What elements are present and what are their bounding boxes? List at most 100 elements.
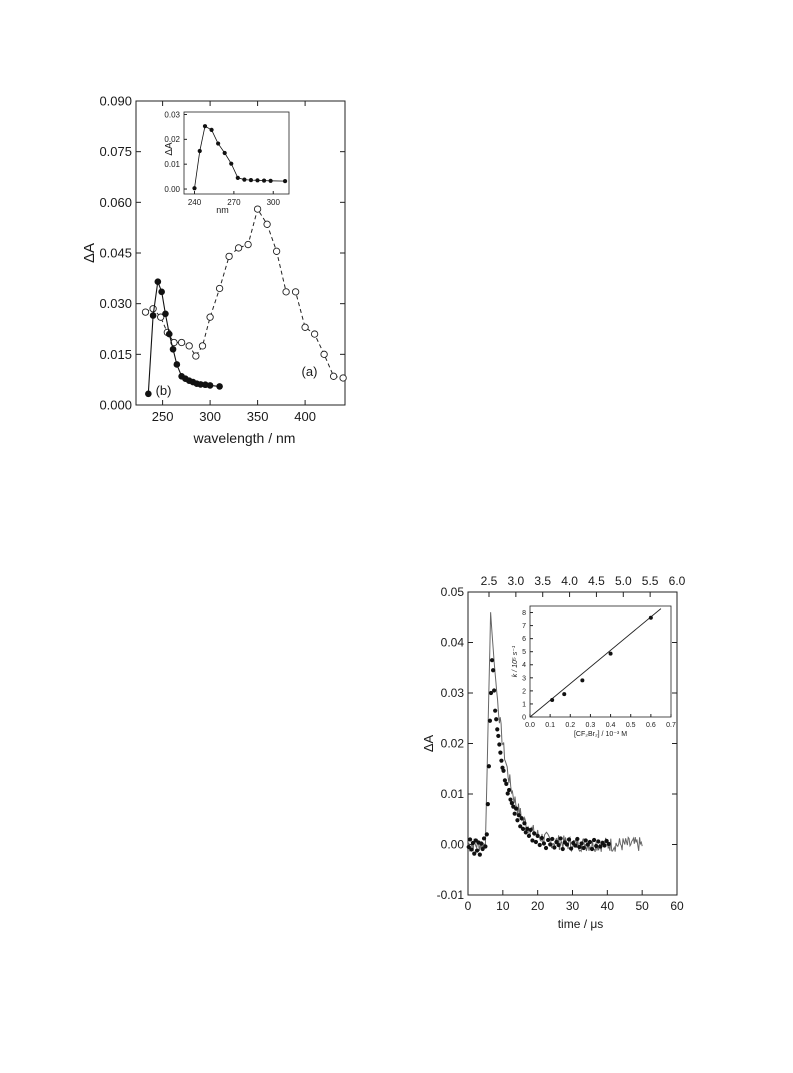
- spectrum-y-tick-label: 0.090: [99, 94, 132, 109]
- series-a-point: [215, 284, 224, 293]
- kinetics-point: [523, 830, 528, 835]
- kinetics-top-tick-label: 4.5: [588, 574, 605, 588]
- kinetics-inset-x-tick-label: 0.4: [606, 722, 616, 729]
- kinetics-point: [604, 838, 609, 844]
- spectrum-inset-point: [197, 148, 202, 154]
- spectrum-chart: 250 300 350 400 0.000 0.015 0.030 0.045 0.060 0.0…: [81, 94, 347, 446]
- spectrum-inset-point: [282, 178, 288, 184]
- spectrum-inset-point: [192, 186, 197, 191]
- kinetics-inset-x-tick-label: 0.6: [646, 722, 656, 729]
- series-b-point: [158, 288, 165, 296]
- kinetics-inset-chart: 0.0 0.1 0.2 0.3 0.4 0.5 0.6 0.7 0 1 2 3 4 5 6 7 8 [CF₂Br₂…: [512, 605, 676, 738]
- kinetics-inset-y-tick-label: 3: [522, 675, 526, 682]
- kinetics-y-tick-label: 0.00: [441, 838, 465, 852]
- kinetics-top-tick-label: 3.0: [508, 574, 525, 588]
- kinetics-point: [541, 841, 547, 846]
- kinetics-point: [587, 839, 593, 845]
- kinetics-point: [501, 768, 506, 773]
- series-a-point: [310, 330, 319, 338]
- spectrum-inset-point: [229, 161, 234, 166]
- kinetics-inset-y-tick-label: 8: [522, 610, 526, 617]
- kinetics-y-tick-label: -0.01: [437, 888, 465, 902]
- kinetics-point: [479, 841, 484, 846]
- spectrum-y-tick-label: 0.000: [99, 398, 132, 413]
- kinetics-point: [535, 833, 540, 839]
- series-b-point: [197, 381, 204, 388]
- kinetics-point: [602, 843, 607, 848]
- kinetics-point: [581, 845, 586, 851]
- kinetics-point: [496, 733, 501, 739]
- spectrum-inset-point: [248, 177, 254, 183]
- spectrum-inset-x-tick-label: 240: [188, 198, 202, 207]
- spectrum-x-tick-label: 400: [294, 409, 316, 424]
- kinetics-point: [497, 742, 502, 747]
- series-a-point: [149, 305, 157, 313]
- series-a-point: [185, 342, 193, 350]
- kinetics-x-axis-label: time / μs: [558, 917, 604, 931]
- kinetics-point: [550, 836, 555, 842]
- kinetics-point: [577, 844, 582, 850]
- series-a-line: [145, 207, 344, 379]
- kinetics-point: [579, 841, 584, 846]
- kinetics-inset-x-tick-label: 0.2: [565, 722, 575, 729]
- kinetics-point: [472, 851, 477, 856]
- series-a-point: [272, 247, 281, 255]
- kinetics-point: [481, 836, 487, 841]
- kinetics-point: [556, 842, 561, 848]
- kinetics-point: [528, 827, 533, 832]
- spectrum-inset-point: [261, 178, 267, 183]
- kinetics-point: [493, 708, 498, 713]
- spectrum-y-tick-label: 0.045: [99, 246, 132, 261]
- kinetics-point: [487, 718, 493, 723]
- kinetics-inset-x-label: [CF₂Br₂] / 10⁻³ M: [574, 731, 627, 738]
- kinetics-top-tick-label: 4.0: [561, 574, 578, 588]
- spectrum-y-tick-label: 0.015: [99, 347, 132, 362]
- kinetics-point: [530, 838, 535, 843]
- spectrum-inset-point: [255, 178, 260, 183]
- kinetics-point: [504, 781, 509, 787]
- kinetics-point: [522, 821, 527, 826]
- kinetics-x-tick-label: 50: [635, 899, 649, 913]
- spectrum-inset-point: [268, 178, 273, 183]
- spectrum-inset-point: [202, 124, 208, 129]
- spectrum-inset-point: [209, 127, 214, 132]
- series-b-point: [145, 390, 152, 398]
- spectrum-inset-point: [242, 177, 247, 182]
- kinetics-point: [554, 839, 559, 845]
- kinetics-point: [564, 842, 570, 847]
- kinetics-inset-y-tick-label: 0: [522, 714, 526, 721]
- kinetics-y-tick-label: 0.03: [441, 686, 465, 700]
- kinetics-point: [594, 843, 599, 849]
- kinetics-point: [548, 842, 553, 847]
- kinetics-inset-frame: [529, 605, 672, 718]
- series-a-point: [282, 288, 290, 296]
- kinetics-y-axis-label: ΔA: [421, 734, 436, 752]
- spectrum-y-tick-label: 0.075: [99, 144, 132, 159]
- series-a-point: [263, 220, 271, 228]
- kinetics-point: [490, 668, 496, 673]
- series-a-point: [301, 323, 309, 331]
- spectrum-y-tick-label: 0.060: [99, 195, 132, 210]
- spectrum-inset-y-label: ΔA: [164, 142, 175, 156]
- kinetics-chart: 0 10 20 30 40 50 60-0.010.000.010.020.030.040.…: [421, 574, 686, 931]
- spectrum-y-axis-label: ΔA: [81, 243, 98, 263]
- kinetics-point: [606, 841, 611, 847]
- kinetics-y-tick-label: 0.05: [441, 585, 465, 599]
- kinetics-point: [470, 840, 475, 846]
- kinetics-point: [518, 824, 523, 829]
- kinetics-x-tick-label: 20: [531, 899, 545, 913]
- series-a-point: [177, 338, 186, 347]
- kinetics-point: [508, 797, 513, 802]
- kinetics-point: [489, 658, 495, 663]
- kinetics-point: [480, 846, 485, 852]
- kinetics-point: [533, 839, 539, 845]
- series-b-label: (b): [156, 383, 172, 398]
- series-a-point: [234, 244, 243, 252]
- kinetics-point: [512, 811, 517, 816]
- kinetics-top-tick-label: 2.5: [481, 574, 498, 588]
- kinetics-point: [494, 717, 499, 722]
- kinetics-point: [477, 852, 482, 857]
- series-b-point: [149, 312, 157, 319]
- kinetics-point: [546, 837, 551, 843]
